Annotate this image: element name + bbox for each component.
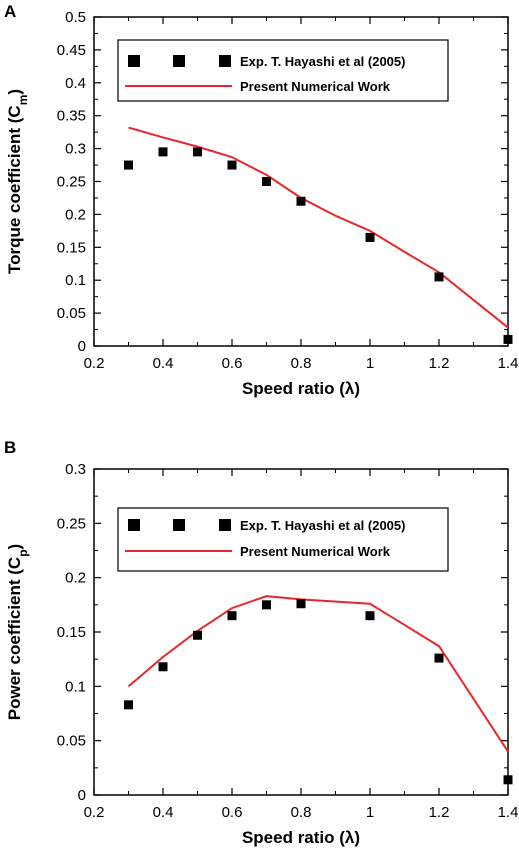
y-tick-label: 0.5 [65,9,86,26]
x-axis-label: Speed ratio (λ) [242,379,360,398]
legend-label-numerical: Present Numerical Work [240,544,391,559]
x-tick-label: 1.4 [498,355,519,372]
x-tick-label: 1.4 [498,804,519,821]
x-tick-label: 1 [366,355,374,372]
panel-letter: B [4,438,16,457]
y-tick-label: 0.1 [65,272,86,289]
x-tick-label: 0.6 [222,355,243,372]
panel-letter: A [4,2,16,21]
power-coefficient-chart: B 0.2 0.4 0.6 0.8 1 1.2 1.4 0 0.05 0.1 0.15 0.2 0.25 0… [4,438,519,847]
x-tick-label: 0.2 [84,355,105,372]
legend-marker-symbol [219,519,231,531]
legend-box [117,507,449,572]
y-tick-label: 0.4 [65,75,86,92]
experiment-marker [296,196,306,206]
legend-marker-symbol [173,519,185,531]
experiment-marker [227,611,237,621]
chart-panel-a: A 0.2 0.4 0.6 0.8 1 1.2 1.4 0 0.05 0.1 0.15 0.2 0.25 0… [4,2,519,398]
x-tick-label: 0.6 [222,804,243,821]
y-tick-label: 0.2 [65,570,86,587]
experiment-marker [124,700,133,710]
experiment-marker [365,232,375,242]
y-tick-label: 0.15 [57,624,86,641]
y-tick-label: 0.25 [57,515,86,532]
experiment-marker [124,160,133,170]
experiment-marker [503,334,513,344]
experiment-marker [262,600,271,610]
legend-label-experiment: Exp. T. Hayashi et al (2005) [240,54,405,69]
numerical-line [127,595,509,753]
experiment-marker [296,599,306,609]
y-tick-label: 0.3 [65,141,86,158]
x-tick-label: 1.2 [429,355,450,372]
experiment-marker [365,611,375,621]
x-axis-label: Speed ratio (λ) [242,828,360,847]
x-tick-label: 0.4 [153,355,174,372]
y-tick-label: 0.45 [57,42,86,59]
experiment-marker [434,272,444,282]
x-tick-label: 1 [366,804,374,821]
legend-label-numerical: Present Numerical Work [240,79,391,94]
y-tick-label: 0.05 [57,305,86,322]
x-tick-label: 0.2 [84,804,105,821]
legend-label-experiment: Exp. T. Hayashi et al (2005) [240,518,405,533]
experiment-marker [158,662,168,672]
x-tick-label: 1.2 [429,804,450,821]
numerical-line [128,126,509,329]
y-tick-label: 0.35 [57,108,86,125]
x-tick-label: 0.8 [291,355,312,372]
experiment-marker [503,775,513,785]
y-tick-label: 0.05 [57,733,86,750]
x-tick-label: 0.8 [291,804,312,821]
experiment-marker [193,630,202,640]
chart-panel-b: B 0.2 0.4 0.6 0.8 1 1.2 1.4 0 0.05 0.1 0.15 0.2 0.25 0… [0,433,519,866]
experiment-marker [193,147,202,157]
y-tick-label: 0.3 [65,461,86,478]
legend-marker-symbol [128,55,140,67]
experiment-marker [262,177,271,186]
y-axis-label: Power coefficient (Cp) [5,544,30,720]
legend-box [117,39,449,102]
y-tick-label: 0 [78,338,86,355]
y-tick-label: 0 [78,787,86,804]
experiment-marker [434,653,444,663]
legend-marker-symbol [173,55,185,67]
x-tick-label: 0.4 [153,804,174,821]
experiment-marker [158,147,168,157]
y-tick-label: 0.1 [65,678,86,695]
y-tick-label: 0.15 [57,239,86,256]
legend-marker-symbol [128,519,140,531]
torque-coefficient-chart: A 0.2 0.4 0.6 0.8 1 1.2 1.4 0 0.05 0.1 0.15 0.2 0.25 0… [4,2,519,398]
y-tick-label: 0.25 [57,174,86,191]
experiment-marker [227,160,237,170]
y-axis-label: Torque coefficient (Cm) [5,89,30,274]
legend-marker-symbol [219,55,231,67]
y-tick-label: 0.2 [65,206,86,223]
